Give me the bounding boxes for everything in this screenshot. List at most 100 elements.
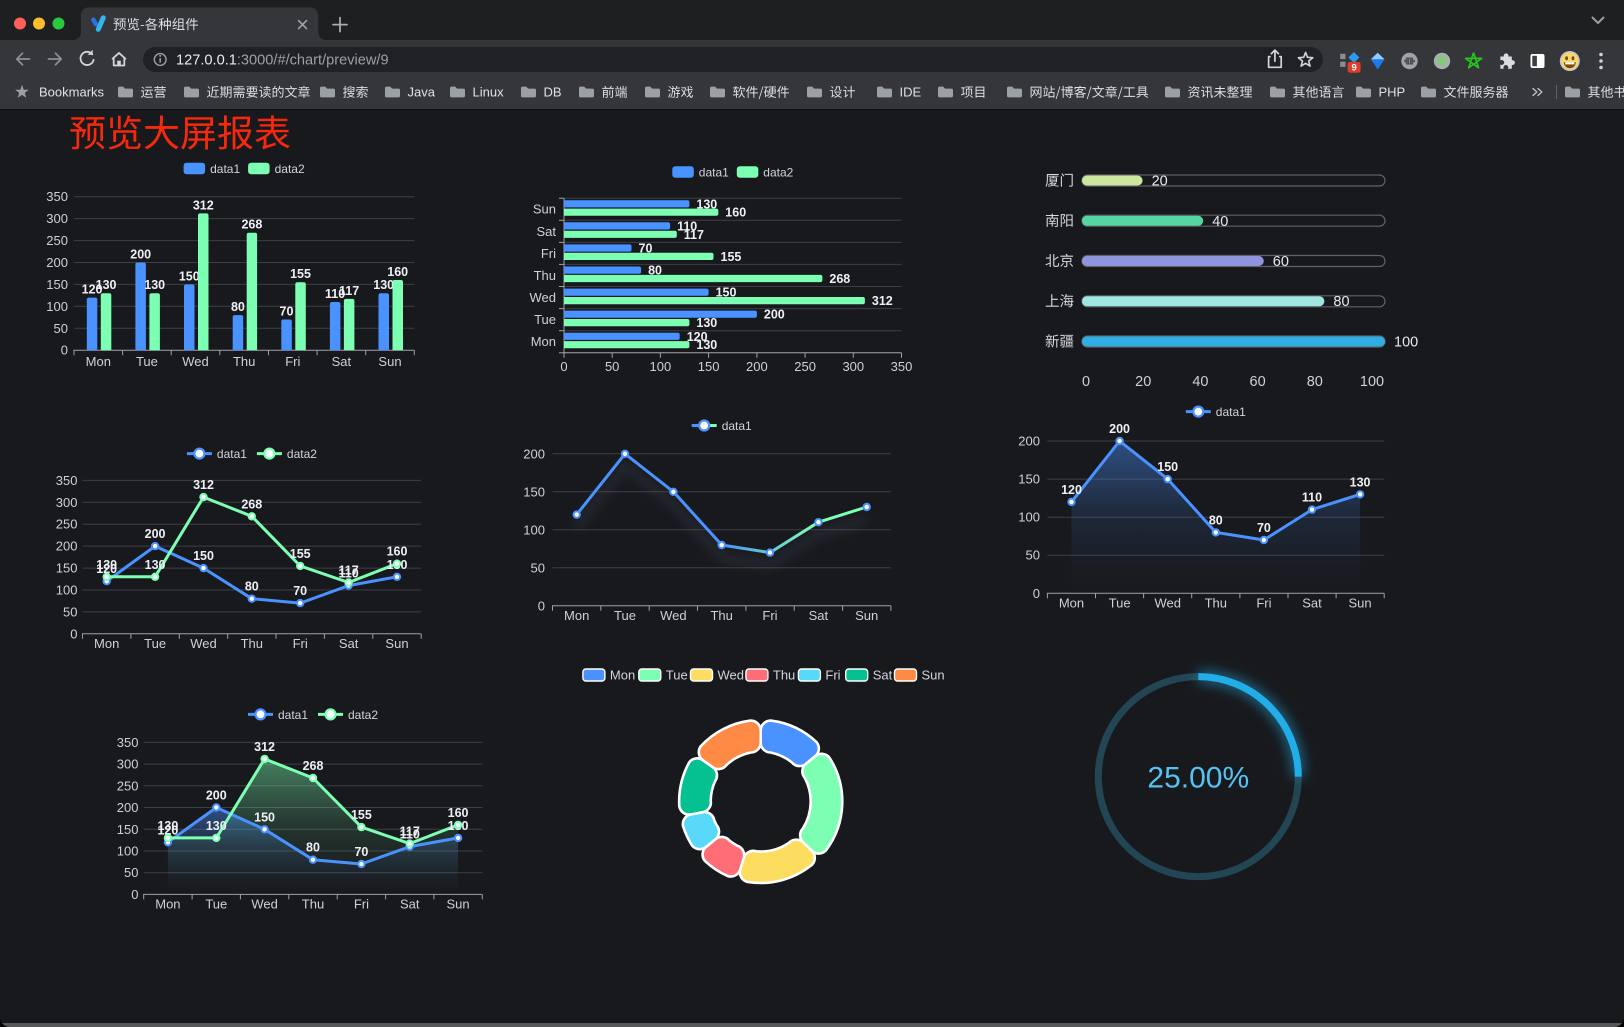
svg-text:150: 150 xyxy=(716,286,737,300)
svg-text:Fri: Fri xyxy=(1256,596,1271,611)
svg-text:50: 50 xyxy=(63,604,77,619)
svg-text:data2: data2 xyxy=(275,162,305,176)
svg-text:117: 117 xyxy=(339,284,359,298)
svg-text:Wed: Wed xyxy=(530,290,557,305)
svg-text:350: 350 xyxy=(891,359,913,374)
svg-text:120: 120 xyxy=(687,330,708,344)
svg-text:110: 110 xyxy=(325,287,345,301)
svg-text:data2: data2 xyxy=(348,708,378,722)
svg-text:100: 100 xyxy=(56,583,78,598)
svg-text:130: 130 xyxy=(696,316,717,330)
svg-text:100: 100 xyxy=(1018,510,1040,525)
svg-text:Mon: Mon xyxy=(531,334,556,349)
svg-text:150: 150 xyxy=(117,822,139,837)
svg-text:120: 120 xyxy=(157,823,178,837)
svg-text:117: 117 xyxy=(684,228,704,242)
svg-text:100: 100 xyxy=(650,359,672,374)
svg-text:0: 0 xyxy=(131,887,138,902)
svg-text:130: 130 xyxy=(1350,475,1371,489)
svg-text:200: 200 xyxy=(523,446,545,461)
svg-text:312: 312 xyxy=(193,478,214,492)
svg-text:80: 80 xyxy=(648,264,662,278)
svg-text:268: 268 xyxy=(241,497,262,511)
svg-text:0: 0 xyxy=(560,359,567,374)
svg-text:130: 130 xyxy=(696,197,717,211)
svg-text:155: 155 xyxy=(290,267,311,281)
svg-text:200: 200 xyxy=(764,308,785,322)
svg-text:150: 150 xyxy=(698,359,720,374)
svg-text:127.0.0.1:3000/#/chart/preview: 127.0.0.1:3000/#/chart/preview/9 xyxy=(176,53,389,69)
svg-text:Tue: Tue xyxy=(666,668,688,683)
svg-text:Tue: Tue xyxy=(614,608,636,623)
svg-text:data1: data1 xyxy=(722,419,752,433)
svg-text:160: 160 xyxy=(725,206,746,220)
svg-text:250: 250 xyxy=(794,359,816,374)
svg-text:350: 350 xyxy=(56,473,78,488)
svg-text:DB: DB xyxy=(544,85,562,100)
svg-text:70: 70 xyxy=(354,845,368,859)
svg-text:350: 350 xyxy=(117,735,139,750)
svg-text:130: 130 xyxy=(96,558,117,572)
svg-text:Fri: Fri xyxy=(293,636,308,651)
svg-text:70: 70 xyxy=(293,584,307,598)
svg-text:155: 155 xyxy=(351,808,372,822)
svg-text:150: 150 xyxy=(523,484,545,499)
svg-text:data1: data1 xyxy=(1216,405,1246,419)
svg-text:Thu: Thu xyxy=(233,354,255,369)
svg-text:Sat: Sat xyxy=(809,608,829,623)
svg-text:0: 0 xyxy=(538,598,545,613)
svg-text:200: 200 xyxy=(746,359,768,374)
svg-text:100: 100 xyxy=(523,522,545,537)
svg-text:110: 110 xyxy=(400,828,420,842)
svg-text:160: 160 xyxy=(448,806,469,820)
svg-text:Linux: Linux xyxy=(473,85,505,100)
svg-text:50: 50 xyxy=(605,359,619,374)
svg-text:0: 0 xyxy=(1082,374,1090,390)
svg-text:data2: data2 xyxy=(287,447,317,461)
svg-text:70: 70 xyxy=(280,305,294,319)
svg-text:Fri: Fri xyxy=(541,246,556,261)
svg-text:Sat: Sat xyxy=(339,636,359,651)
svg-text:Sun: Sun xyxy=(447,897,470,912)
svg-text:200: 200 xyxy=(206,789,227,803)
svg-text:data1: data1 xyxy=(278,708,308,722)
svg-text:data1: data1 xyxy=(210,162,240,176)
svg-text:100: 100 xyxy=(1394,335,1418,351)
svg-text:300: 300 xyxy=(117,757,139,772)
svg-text:Tue: Tue xyxy=(1109,596,1131,611)
svg-text:0: 0 xyxy=(61,343,68,358)
svg-text:268: 268 xyxy=(303,759,324,773)
svg-text:Sun: Sun xyxy=(378,354,401,369)
svg-text:70: 70 xyxy=(639,242,653,256)
svg-text:50: 50 xyxy=(531,560,545,575)
svg-text:250: 250 xyxy=(56,517,78,532)
svg-text:Sat: Sat xyxy=(332,354,352,369)
svg-text:Fri: Fri xyxy=(825,668,840,683)
svg-text:25.00%: 25.00% xyxy=(1147,762,1249,795)
svg-text:Tue: Tue xyxy=(205,897,227,912)
svg-text:40: 40 xyxy=(1212,214,1228,230)
svg-text:Bookmarks: Bookmarks xyxy=(39,85,105,100)
svg-text:Thu: Thu xyxy=(302,897,324,912)
svg-text:200: 200 xyxy=(1109,422,1130,436)
svg-text:Wed: Wed xyxy=(251,897,278,912)
svg-text:100: 100 xyxy=(117,844,139,859)
svg-text:50: 50 xyxy=(54,321,68,336)
svg-text:200: 200 xyxy=(1018,434,1040,449)
svg-text:IDE: IDE xyxy=(900,85,922,100)
svg-text:Tue: Tue xyxy=(136,354,158,369)
svg-text:350: 350 xyxy=(46,189,68,204)
svg-text:80: 80 xyxy=(231,300,245,314)
svg-text:Wed: Wed xyxy=(1154,596,1181,611)
svg-text:80: 80 xyxy=(1333,294,1349,310)
svg-text:Sat: Sat xyxy=(536,224,556,239)
svg-text:150: 150 xyxy=(1018,472,1040,487)
svg-text:Fri: Fri xyxy=(285,354,300,369)
svg-text:Sun: Sun xyxy=(1349,596,1372,611)
svg-text:155: 155 xyxy=(721,250,742,264)
svg-text:160: 160 xyxy=(387,545,408,559)
svg-text:Fri: Fri xyxy=(762,608,777,623)
svg-text:Sun: Sun xyxy=(533,202,556,217)
svg-text:Sat: Sat xyxy=(400,897,420,912)
svg-text:130: 130 xyxy=(206,819,227,833)
